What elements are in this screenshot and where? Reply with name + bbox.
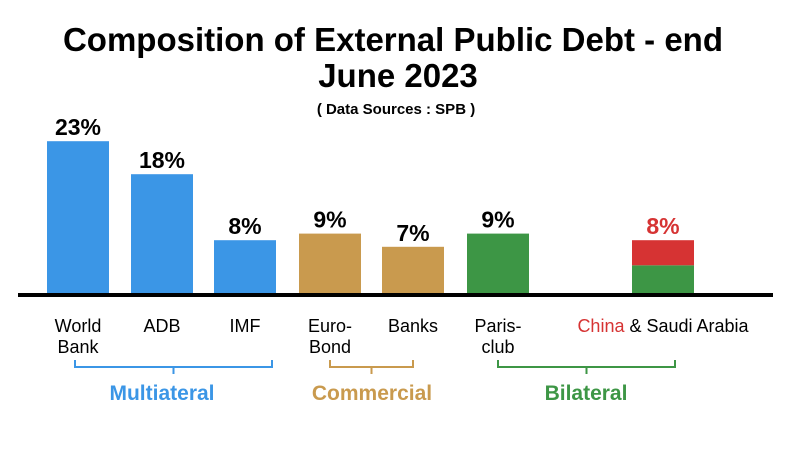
group-label: Bilateral [545, 382, 628, 405]
group-label: Multiateral [109, 382, 214, 405]
category-label: ADB [143, 316, 180, 336]
bar-value-label: 18% [139, 147, 185, 173]
bar [131, 174, 193, 293]
bar-value-label: 9% [313, 207, 346, 233]
bar [382, 247, 444, 293]
category-label-line: ADB [143, 316, 180, 336]
category-label: Paris-club [474, 316, 521, 357]
bar-value-label: 9% [481, 207, 514, 233]
bar-value-label: 8% [646, 213, 679, 239]
category-labels: World Bank ADB IMF Euro-Bond Banks Paris-club C… [55, 316, 750, 357]
bar-segment-1 [632, 265, 694, 293]
bar [214, 240, 276, 293]
bar-segment-2 [632, 240, 694, 265]
group-brackets: Multiateral Commercial Bilateral [75, 360, 675, 405]
category-label: China & Saudi Arabia [577, 316, 749, 336]
category-label-line: IMF [230, 316, 261, 336]
group-bracket [330, 360, 413, 374]
bars-layer: 23% 18% 8% 9% 7% 9% 8% [47, 114, 694, 293]
chart: Composition of External Public Debt - en… [0, 0, 800, 457]
chart-subtitle: ( Data Sources : SPB ) [317, 101, 475, 118]
bar [47, 141, 109, 293]
category-label-line: Paris- [474, 316, 521, 336]
bar-value-label: 7% [396, 220, 429, 246]
group-label: Commercial [312, 382, 432, 405]
bar [467, 234, 529, 293]
chart-title-line-2: June 2023 [318, 57, 478, 94]
category-label-line: Bank [57, 337, 99, 357]
category-label: World Bank [55, 316, 102, 357]
category-label-line: Banks [388, 316, 438, 336]
chart-title-line-1: Composition of External Public Debt - en… [63, 21, 723, 58]
group-bracket [498, 360, 675, 374]
bar [299, 234, 361, 293]
category-label-part: China [577, 316, 625, 336]
category-label: IMF [230, 316, 261, 336]
group-bracket [75, 360, 272, 374]
category-label-line: club [481, 337, 514, 357]
category-label-line: Bond [309, 337, 351, 357]
category-label: Banks [388, 316, 438, 336]
category-label-line: Euro- [308, 316, 352, 336]
category-label-line: World [55, 316, 102, 336]
category-label-part: & Saudi Arabia [624, 316, 749, 336]
bar-value-label: 23% [55, 114, 101, 140]
bar-value-label: 8% [228, 213, 261, 239]
category-label: Euro-Bond [308, 316, 352, 357]
